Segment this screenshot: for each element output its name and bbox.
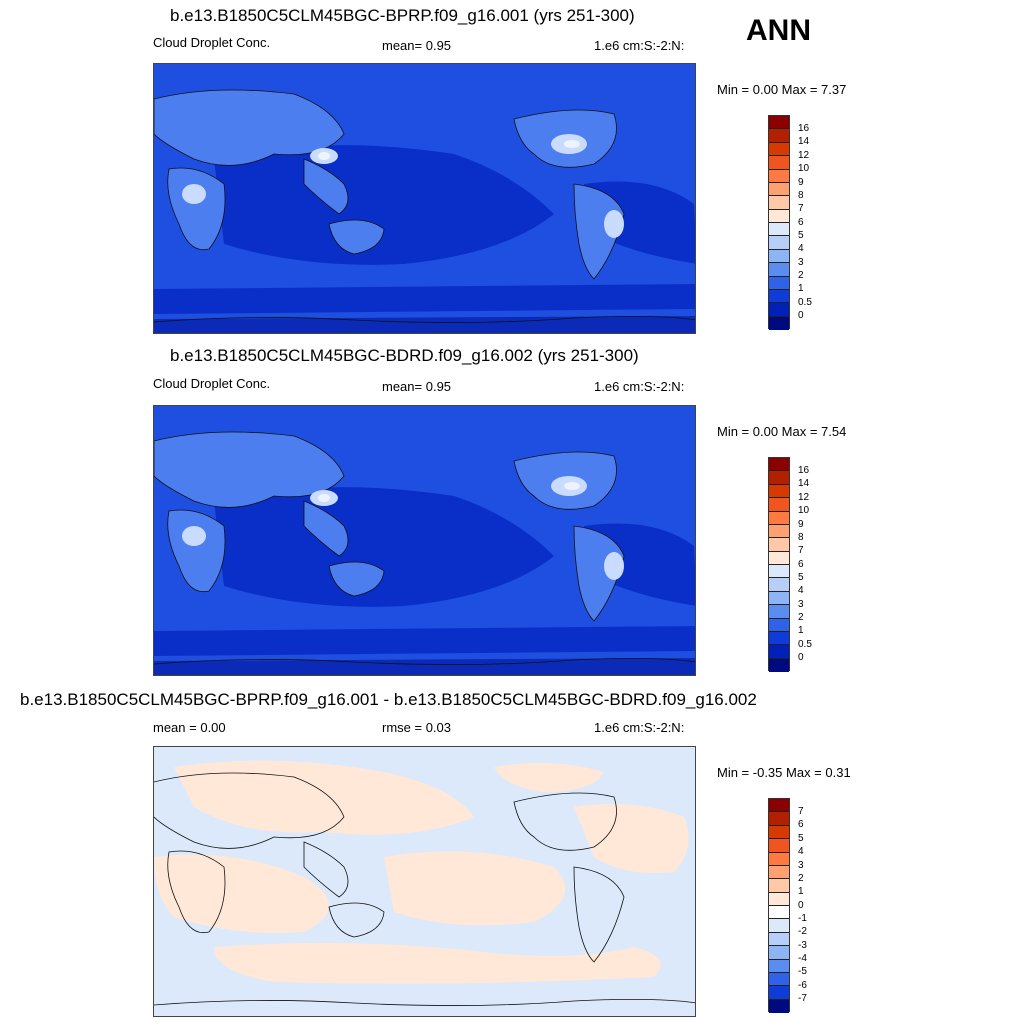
panel-3-tick: -2 (798, 926, 807, 937)
panel-1-tick: 12 (798, 150, 810, 161)
panel-1-tick: 4 (798, 243, 804, 254)
panel-3-map-svg (154, 747, 695, 1016)
panel-3-tick: -3 (798, 940, 807, 951)
panel-2-mean: mean= 0.95 (382, 379, 452, 394)
panel-2-units: 1.e6 cm:S:-2:N: (594, 379, 685, 394)
season-label: ANN (746, 14, 811, 47)
panel-2-tick: 8 (798, 532, 804, 543)
panel-2-tick: 10 (798, 505, 810, 516)
panel-1-map (153, 63, 696, 334)
panel-2-tick: 5 (798, 572, 804, 583)
panel-1-tick: 7 (798, 203, 804, 214)
panel-1-tick: 10 (798, 163, 810, 174)
panel-3-tick: 0 (798, 900, 804, 911)
panel-2-tick: 9 (798, 519, 804, 530)
panel-2-tick: 6 (798, 559, 804, 570)
panel-3-tick: 3 (798, 860, 804, 871)
panel-3-tick: -1 (798, 913, 807, 924)
panel-1-tick: 5 (798, 230, 804, 241)
panel-2-map (153, 405, 696, 676)
panel-1-tick: 6 (798, 217, 804, 228)
panel-3-tick: 1 (798, 886, 804, 897)
panel-2-colorbar (768, 457, 790, 672)
panel-2-tick: 7 (798, 545, 804, 556)
panel-2-tick: 14 (798, 478, 810, 489)
panel-2-tick: 12 (798, 492, 810, 503)
panel-1-tick: 0.5 (798, 297, 812, 308)
panel-2-tick: 4 (798, 585, 804, 596)
panel-2-field-name: Cloud Droplet Conc. (153, 376, 271, 391)
panel-2-tick: 16 (798, 465, 810, 476)
panel-1-units: 1.e6 cm:S:-2:N: (594, 38, 685, 53)
panel-1-field-name: Cloud Droplet Conc. (153, 35, 271, 50)
panel-3-tick: -7 (798, 993, 807, 1004)
panel-2-minmax: Min = 0.00 Max = 7.54 (717, 424, 847, 439)
panel-3-units: 1.e6 cm:S:-2:N: (594, 720, 685, 735)
panel-3-tick: -5 (798, 966, 807, 977)
panel-3-colorbar (768, 798, 790, 1013)
panel-3-tick: 4 (798, 846, 804, 857)
panel-2-tick: 1 (798, 625, 804, 636)
panel-1-tick: 2 (798, 270, 804, 281)
panel-1-tick: 3 (798, 257, 804, 268)
panel-1-tick: 1 (798, 283, 804, 294)
panel-3-tick: 6 (798, 819, 804, 830)
panel-3-minmax: Min = -0.35 Max = 0.31 (717, 765, 851, 780)
panel-2-tick: 3 (798, 599, 804, 610)
panel-3-tick: -4 (798, 953, 807, 964)
panel-1-colorbar (768, 115, 790, 330)
panel-1-minmax: Min = 0.00 Max = 7.37 (717, 82, 847, 97)
panel-2-map-svg (154, 406, 695, 675)
panel-2-tick: 0.5 (798, 639, 812, 650)
panel-1-tick: 0 (798, 310, 804, 321)
panel-1-map-svg (154, 64, 695, 333)
panel-2-title: b.e13.B1850C5CLM45BGC-BDRD.f09_g16.002 (… (170, 346, 639, 365)
panel-1-tick: 8 (798, 190, 804, 201)
panel-3-mean: mean = 0.00 (153, 720, 226, 735)
panel-1-tick: 14 (798, 136, 810, 147)
panel-3-tick: -6 (798, 980, 807, 991)
panel-3-tick: 2 (798, 873, 804, 884)
panel-1-tick: 16 (798, 123, 810, 134)
panel-1-tick: 9 (798, 177, 804, 188)
panel-3-tick: 5 (798, 833, 804, 844)
panel-1-title: b.e13.B1850C5CLM45BGC-BPRP.f09_g16.001 (… (170, 6, 635, 25)
panel-3-title: b.e13.B1850C5CLM45BGC-BPRP.f09_g16.001 -… (20, 690, 757, 709)
panel-1-mean: mean= 0.95 (382, 38, 452, 53)
panel-3-map (153, 746, 696, 1017)
panel-3-rmse: rmse = 0.03 (382, 720, 452, 735)
panel-2-tick: 2 (798, 612, 804, 623)
panel-2-tick: 0 (798, 652, 804, 663)
panel-3-tick: 7 (798, 806, 804, 817)
